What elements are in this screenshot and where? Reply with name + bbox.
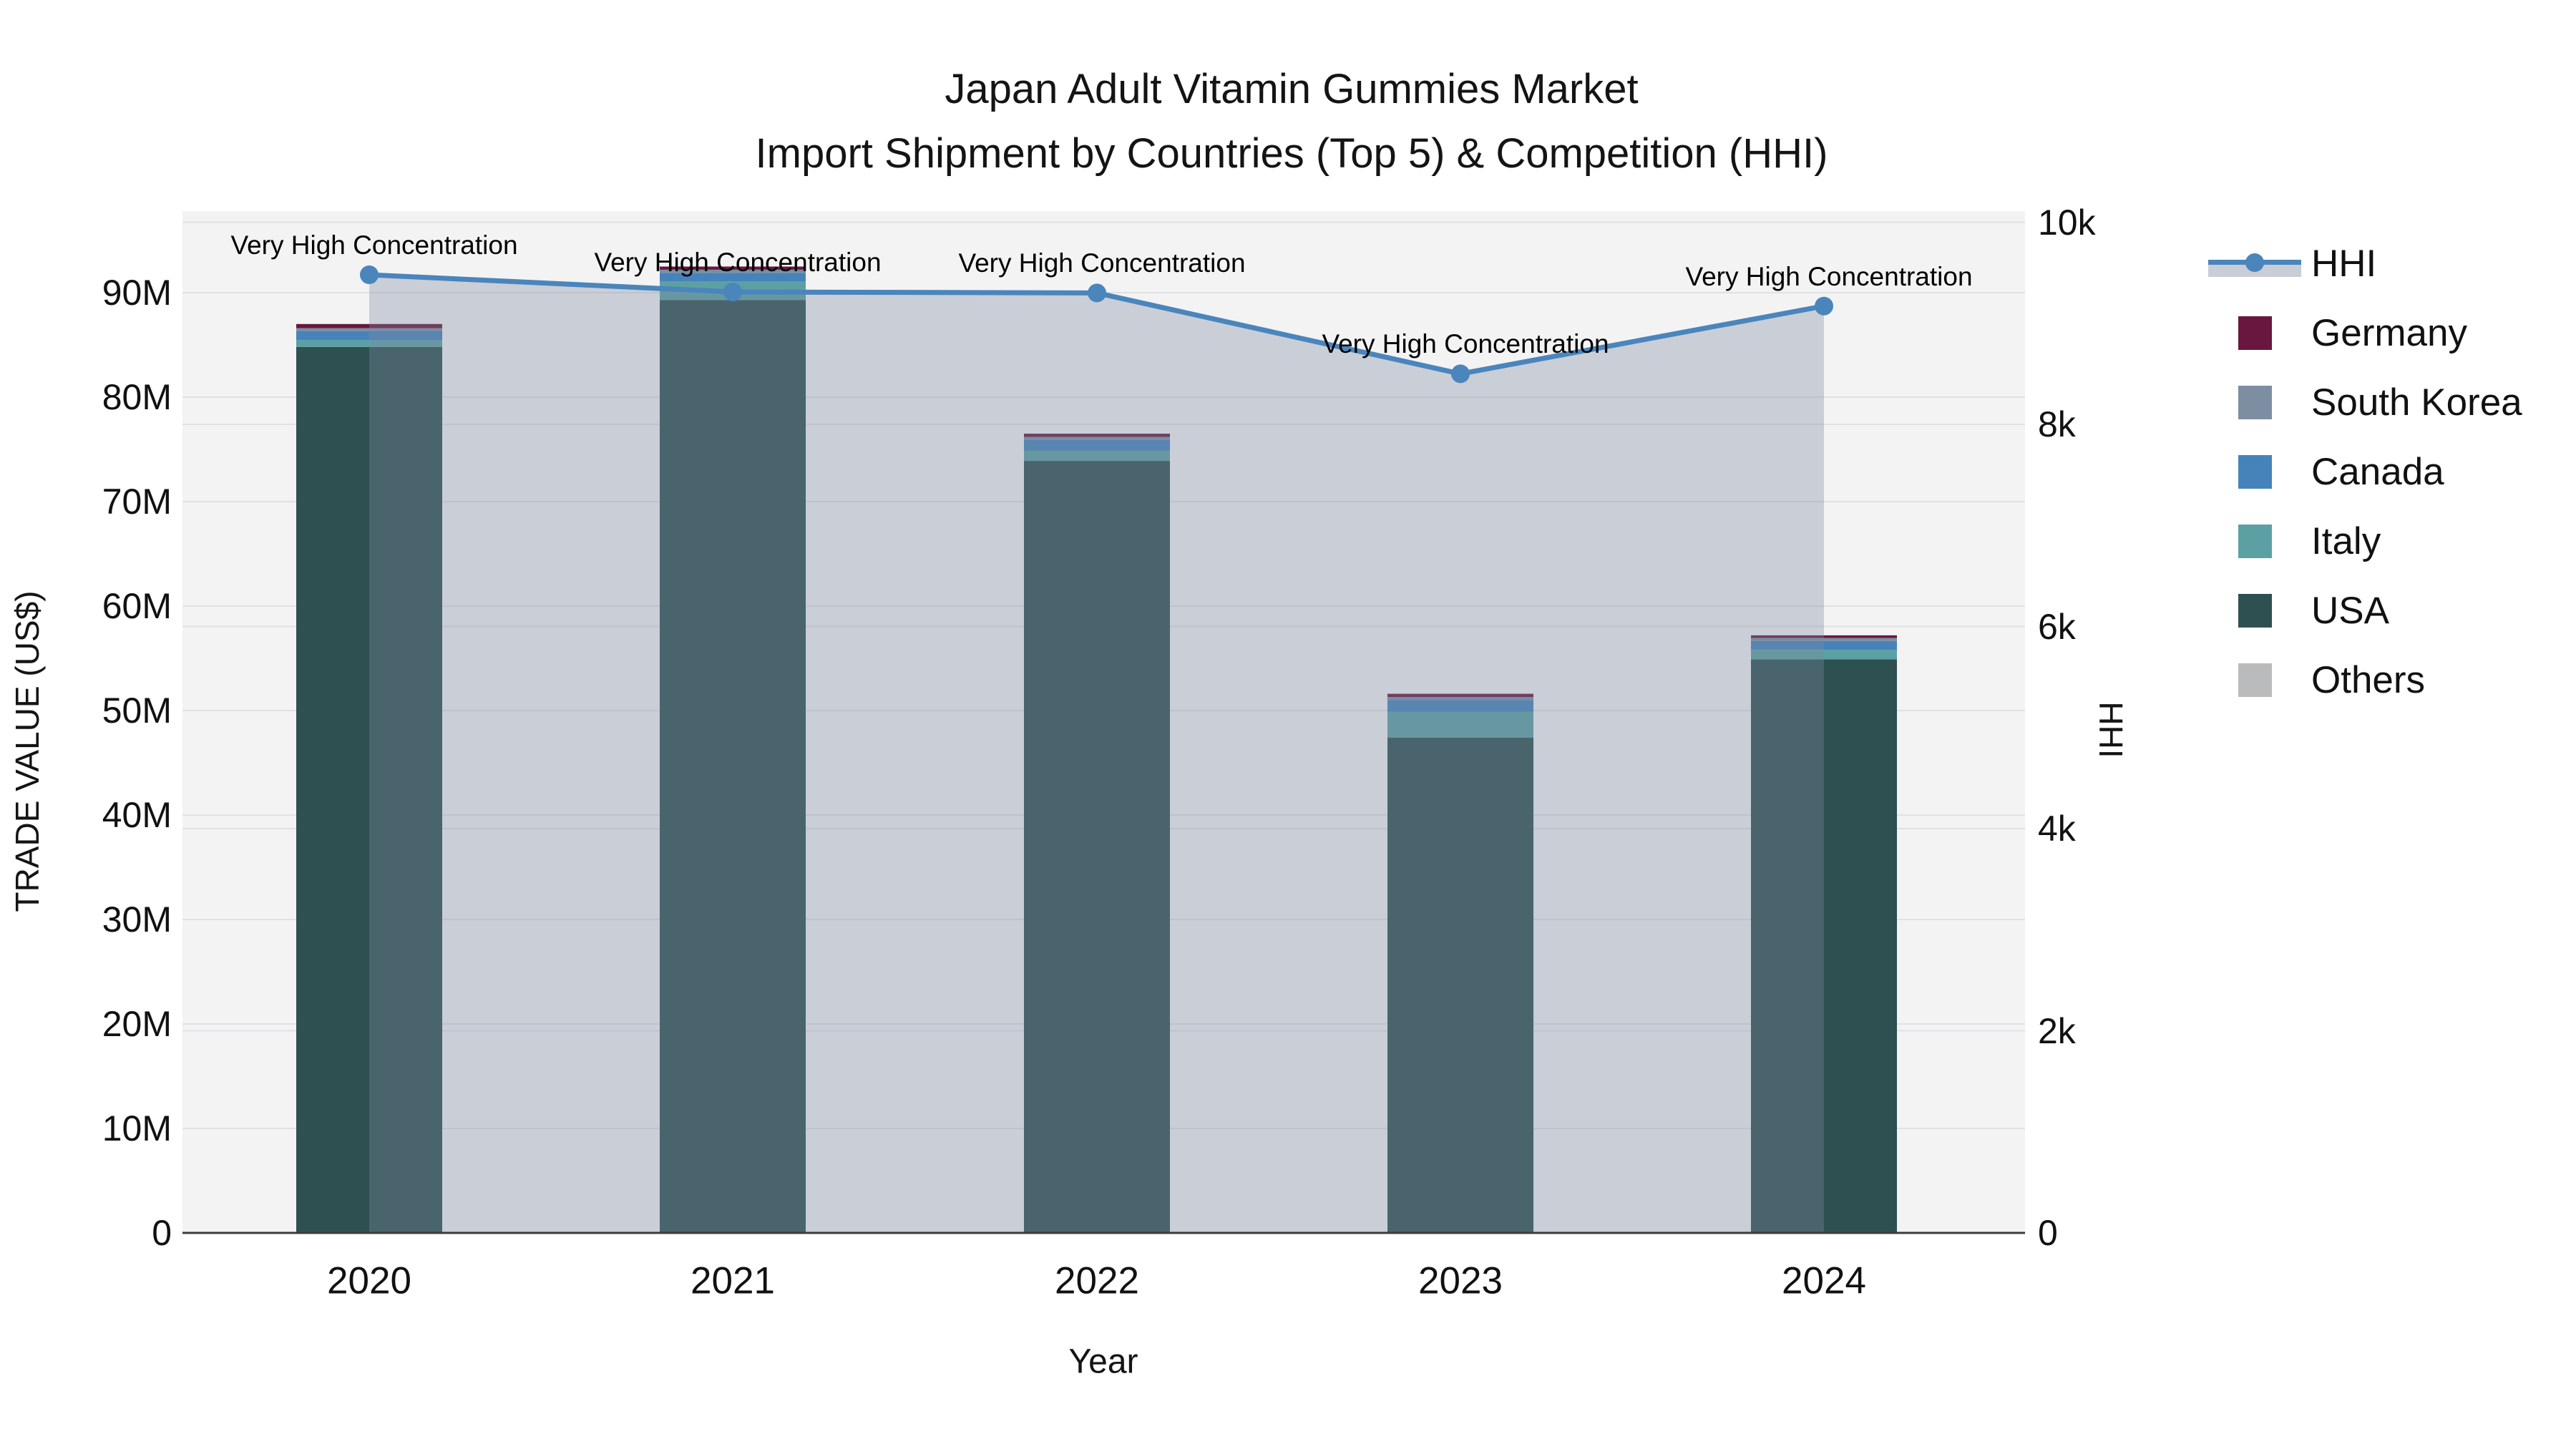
annotation-2024: Very High Concentration	[1685, 261, 1973, 291]
legend-swatch-icon	[2202, 386, 2307, 419]
annotation-2021: Very High Concentration	[594, 247, 882, 277]
chart-title-line1: Japan Adult Vitamin Gummies Market	[945, 66, 1639, 112]
right-axis-title: HHI	[2092, 701, 2129, 758]
x-tick-2023: 2023	[1418, 1259, 1503, 1302]
bar-segment-germany[interactable]	[660, 266, 806, 270]
annotation-2023: Very High Concentration	[1322, 329, 1609, 359]
legend: HHI Germany South Korea Canada Italy USA Other…	[2202, 229, 2575, 715]
chart-title-line2: Import Shipment by Countries (Top 5) & C…	[755, 130, 1828, 177]
bar-segment-usa[interactable]	[296, 346, 442, 1233]
bar-segment-south-korea[interactable]	[660, 269, 806, 273]
left-tick-10M: 10M	[102, 1108, 172, 1148]
right-tick-6k: 6k	[2038, 606, 2076, 647]
right-tick-4k: 4k	[2038, 809, 2076, 849]
right-tick-10k: 10k	[2038, 202, 2096, 243]
bar-segment-south-korea[interactable]	[296, 328, 442, 331]
right-tick-0: 0	[2038, 1213, 2058, 1253]
left-tick-20M: 20M	[102, 1004, 172, 1044]
bar-segment-south-korea[interactable]	[1024, 436, 1170, 440]
legend-item-usa[interactable]: USA	[2202, 576, 2575, 645]
left-tick-80M: 80M	[102, 377, 172, 417]
left-axis-title: TRADE VALUE (US$)	[9, 590, 46, 912]
left-tick-30M: 30M	[102, 899, 172, 940]
bar-segment-canada[interactable]	[1751, 640, 1897, 650]
left-tick-60M: 60M	[102, 586, 172, 626]
legend-swatch-icon	[2202, 525, 2307, 558]
annotation-2022: Very High Concentration	[958, 248, 1246, 278]
legend-item-italy[interactable]: Italy	[2202, 507, 2575, 576]
bar-segment-canada[interactable]	[660, 273, 806, 281]
left-tick-40M: 40M	[102, 795, 172, 835]
x-tick-2020: 2020	[327, 1259, 411, 1302]
hhi-marker[interactable]	[1088, 283, 1106, 303]
legend-label: Italy	[2311, 520, 2381, 562]
bar-segment-germany[interactable]	[1387, 693, 1533, 697]
legend-line-icon	[2202, 251, 2307, 277]
left-tick-50M: 50M	[102, 691, 172, 731]
bar-segment-south-korea[interactable]	[1751, 638, 1897, 641]
legend-label: Others	[2311, 659, 2426, 701]
left-tick-90M: 90M	[102, 273, 172, 313]
x-tick-2022: 2022	[1055, 1259, 1139, 1302]
hhi-marker[interactable]	[1815, 296, 1833, 316]
x-tick-2024: 2024	[1782, 1259, 1866, 1302]
legend-item-others[interactable]: Others	[2202, 645, 2575, 715]
bar-segment-canada[interactable]	[296, 331, 442, 341]
legend-label: HHI	[2311, 243, 2377, 285]
bar-segment-italy[interactable]	[296, 340, 442, 347]
hhi-marker[interactable]	[360, 265, 379, 284]
legend-label: USA	[2311, 590, 2389, 632]
legend-item-canada[interactable]: Canada	[2202, 437, 2575, 507]
right-tick-2k: 2k	[2038, 1010, 2076, 1051]
left-tick-70M: 70M	[102, 482, 172, 522]
bar-segment-italy[interactable]	[1751, 650, 1897, 660]
hhi-marker[interactable]	[723, 283, 742, 301]
legend-swatch-icon	[2202, 663, 2307, 697]
bar-segment-germany[interactable]	[1751, 635, 1897, 638]
bar-segment-germany[interactable]	[1024, 434, 1170, 437]
legend-swatch-icon	[2202, 316, 2307, 350]
bar-segment-italy[interactable]	[1387, 711, 1533, 738]
bar-segment-canada[interactable]	[1387, 700, 1533, 712]
annotation-2020: Very High Concentration	[230, 230, 518, 260]
chart-title: Japan Adult Vitamin Gummies Market Impor…	[756, 57, 1828, 186]
bar-segment-usa[interactable]	[660, 300, 806, 1234]
legend-swatch-icon	[2202, 594, 2307, 628]
legend-label: Germany	[2311, 312, 2467, 354]
bar-segment-germany[interactable]	[296, 323, 442, 328]
legend-item-germany[interactable]: Germany	[2202, 298, 2575, 368]
bar-segment-south-korea[interactable]	[1387, 697, 1533, 701]
hhi-marker[interactable]	[1451, 364, 1470, 384]
bar-segment-usa[interactable]	[1751, 659, 1897, 1234]
bar-segment-usa[interactable]	[1024, 461, 1170, 1233]
legend-swatch-icon	[2202, 455, 2307, 489]
legend-hhi-marker-sample	[2245, 253, 2264, 272]
bar-segment-canada[interactable]	[1024, 439, 1170, 451]
hhi-area	[369, 275, 1824, 1233]
bar-segment-italy[interactable]	[1024, 450, 1170, 462]
legend-label: Canada	[2311, 451, 2444, 493]
legend-item-hhi[interactable]: HHI	[2202, 229, 2575, 298]
x-tick-2021: 2021	[691, 1259, 775, 1302]
bar-segment-usa[interactable]	[1387, 738, 1533, 1233]
x-axis-title: Year	[1068, 1342, 1138, 1381]
left-tick-0: 0	[152, 1213, 172, 1253]
legend-label: South Korea	[2311, 381, 2522, 424]
legend-item-south-korea[interactable]: South Korea	[2202, 368, 2575, 437]
right-tick-8k: 8k	[2038, 404, 2076, 444]
